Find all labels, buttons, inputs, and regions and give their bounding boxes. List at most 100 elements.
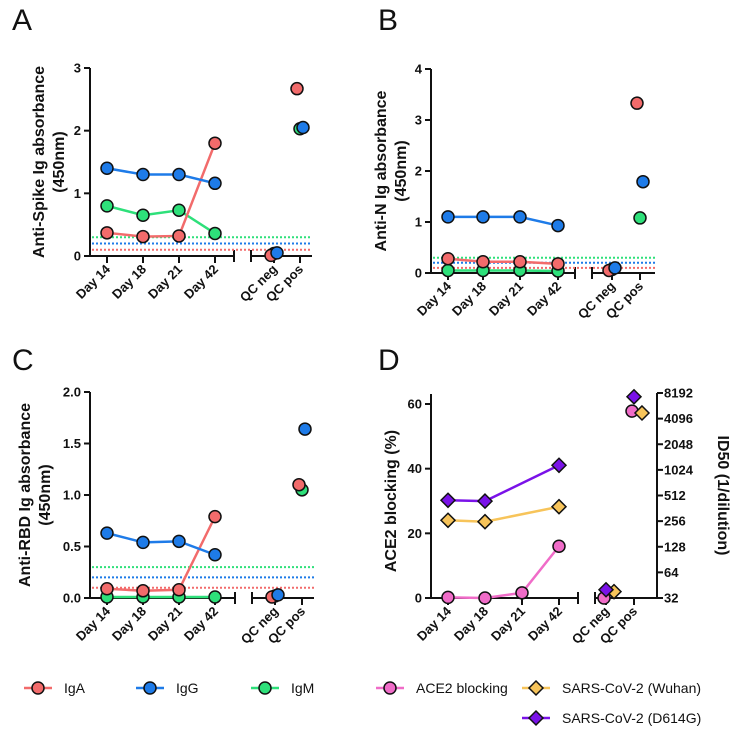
data-point [208,509,222,524]
series-line [448,269,559,273]
y-tick-label: 2 [415,164,422,179]
data-point [630,96,644,110]
y2-tick-label: 128 [664,539,686,554]
data-point [441,210,455,224]
data-point [552,539,566,554]
data-point [270,246,284,260]
data-point [551,257,565,271]
legend-marker-circle [383,681,397,695]
data-point [439,492,457,509]
y-tick-label: 0.5 [63,539,81,554]
panel-letter: A [12,4,32,37]
x-tick-label: Day 14 [414,278,455,319]
x-tick-label: Day 18 [109,604,149,644]
x-tick-label: Day 42 [524,279,564,319]
y-axis-label: Anti-N Ig absorbance [373,90,390,251]
x-tick-label: Day 42 [181,604,221,644]
data-point [478,591,492,605]
data-point [550,498,568,515]
data-point [476,255,490,269]
y-tick-label: 3 [74,61,81,76]
data-point [476,513,494,530]
data-point [271,588,285,602]
data-point [208,136,222,150]
series-line [447,545,560,600]
x-tick-label: Day 14 [73,603,114,644]
series-line [106,167,216,185]
legend-label: IgM [291,680,314,696]
y2-tick-label: 8192 [664,386,693,401]
data-point [476,493,494,510]
data-point [172,583,186,597]
data-point [296,120,310,135]
y-tick-label: 0 [415,591,422,606]
data-point [597,581,615,598]
legend-label: SARS-CoV-2 (Wuhan) [562,680,701,696]
data-point [100,199,114,213]
legend-label: SARS-CoV-2 (D614G) [562,710,701,726]
y-tick-label: 1.5 [63,436,81,451]
series-line [448,215,559,227]
data-point [439,512,457,529]
legend-marker-circle [31,681,45,695]
panel-a: A 0 1 2 3 Anti-Spike Ig absorbance (450nm) Day … [12,4,312,305]
y2-tick-label: 1024 [664,462,694,477]
x-tick-label: Day 42 [181,262,221,302]
y2-tick-label: 32 [664,591,678,606]
series-line [106,142,217,238]
y-axis-label: (450nm) [37,464,54,525]
x-tick-label: Day 21 [488,604,528,644]
data-point [208,226,222,241]
data-point [172,167,186,182]
x-tick-label: Day 14 [414,603,455,644]
series-line [447,257,559,266]
data-point [513,210,527,224]
data-point [136,584,150,598]
y-tick-label: 40 [408,461,422,476]
y-tick-label: 20 [408,526,422,541]
y-tick-label: 3 [415,113,422,128]
data-point [208,176,222,191]
data-point [298,422,312,436]
legend-marker-circle [143,681,157,695]
y2-axis-label: ID50 (1/dilution) [714,436,731,556]
legend-item: IgM [251,680,314,696]
y-tick-label: 2.0 [63,385,81,400]
y-tick-label: 1.0 [63,488,81,503]
data-point [551,218,565,233]
y-tick-label: 1 [415,215,422,230]
y2-tick-label: 256 [664,514,686,529]
series-line [106,204,216,235]
data-point [441,590,455,605]
y-tick-label: 4 [415,62,423,77]
y-tick-label: 1 [74,186,81,201]
data-point [100,161,114,176]
x-tick-label: Day 14 [73,261,114,302]
data-point [136,229,150,244]
series-line [106,531,216,556]
panel-c: C 0.0 0.5 1.0 1.5 2.0 Anti-RBD Ig absorbance (4… [12,344,314,647]
data-point [515,586,529,600]
x-tick-label: Day 18 [451,604,491,644]
y2-tick-label: 2048 [664,437,693,452]
data-point [513,255,527,269]
legend-item: IgA [24,680,86,696]
panel-letter: B [378,4,398,37]
series-line [447,464,560,503]
data-point [100,526,114,540]
y-axis-label: ACE2 blocking (%) [383,430,400,572]
data-point [441,251,455,266]
data-point [608,261,622,275]
series-line [447,505,560,523]
y-axis-label: Anti-Spike Ig absorbance [31,66,48,258]
panel-letter: D [378,344,400,377]
data-point [636,174,650,189]
data-point [550,457,568,474]
data-point [476,210,490,224]
data-point [208,590,222,604]
data-point [290,81,304,96]
y-tick-label: 0 [74,249,81,264]
